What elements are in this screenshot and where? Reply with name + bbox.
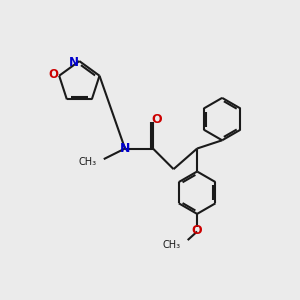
Text: O: O <box>151 112 162 126</box>
Text: O: O <box>192 224 203 237</box>
Text: N: N <box>69 56 79 69</box>
Text: CH₃: CH₃ <box>163 239 181 250</box>
Text: CH₃: CH₃ <box>79 158 97 167</box>
Text: O: O <box>49 68 59 81</box>
Text: N: N <box>120 142 130 155</box>
